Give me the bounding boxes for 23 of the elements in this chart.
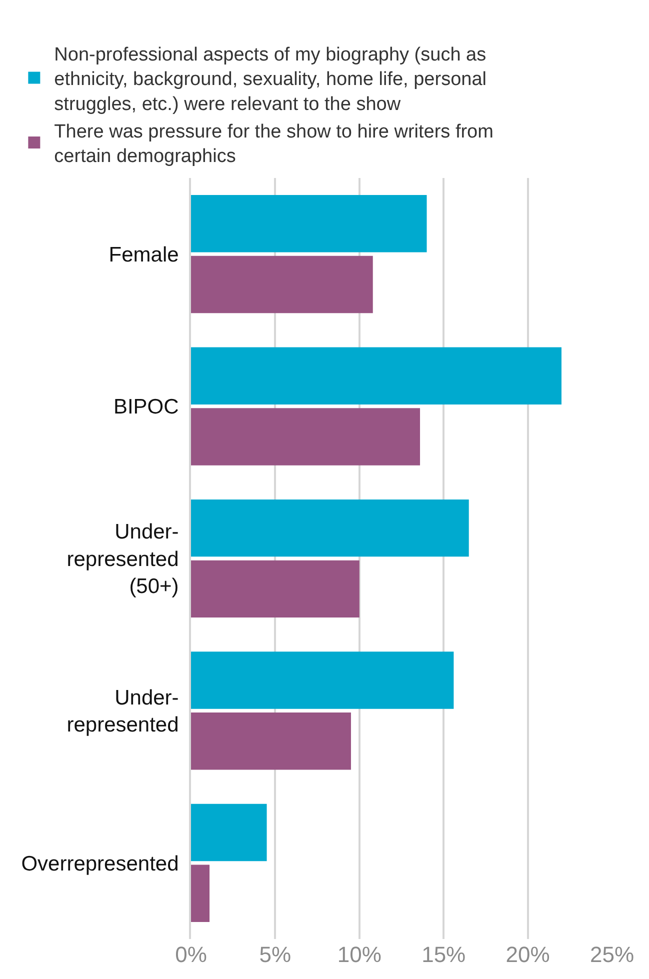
bar	[191, 347, 562, 404]
y-tick-label: Female	[108, 243, 179, 266]
bar	[191, 195, 427, 252]
bar	[191, 864, 210, 922]
bar	[191, 712, 351, 770]
y-tick-label: BIPOC	[113, 396, 179, 419]
x-tick-label: 0%	[175, 942, 207, 967]
y-tick-label: Under-represented	[66, 686, 179, 737]
bar	[191, 804, 267, 862]
bar	[191, 499, 469, 557]
y-tick-label: Overrepresented	[21, 852, 179, 876]
bar	[191, 560, 360, 618]
bar	[191, 652, 454, 709]
y-tick-label: Under-represented (50+)	[66, 520, 179, 598]
x-tick-label: 25%	[590, 942, 634, 967]
x-tick-label: 15%	[422, 942, 466, 967]
x-tick-label: 10%	[337, 942, 382, 967]
x-tick-label: 20%	[506, 942, 550, 967]
bar	[191, 256, 373, 314]
legend-label: There was pressure for the show to hire writers from certain demographics	[54, 122, 494, 168]
x-tick-label: 5%	[259, 942, 292, 967]
legend-label: Non-professional aspects of my biography (such as ethnicity, background, sexuality, home life, personal struggles, etc.) were relevant to the show	[54, 44, 486, 115]
bar	[191, 408, 420, 466]
